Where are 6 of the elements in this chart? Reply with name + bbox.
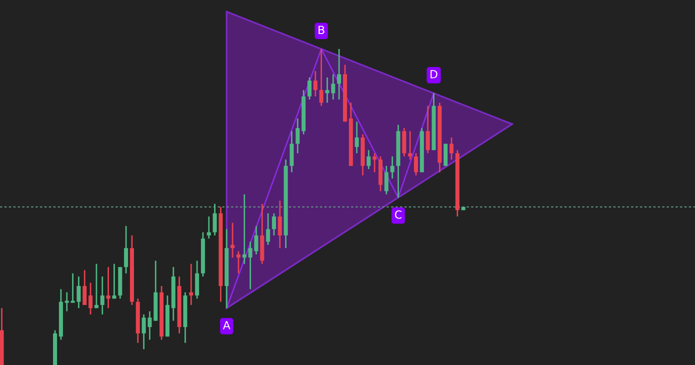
- annotation: B: [318, 26, 324, 34]
- candlestick: [461, 206, 466, 211]
- candlestick: [444, 143, 448, 167]
- annotation: D: [430, 70, 438, 78]
- annotation: A: [222, 321, 230, 330]
- annotation: C: [394, 210, 402, 219]
